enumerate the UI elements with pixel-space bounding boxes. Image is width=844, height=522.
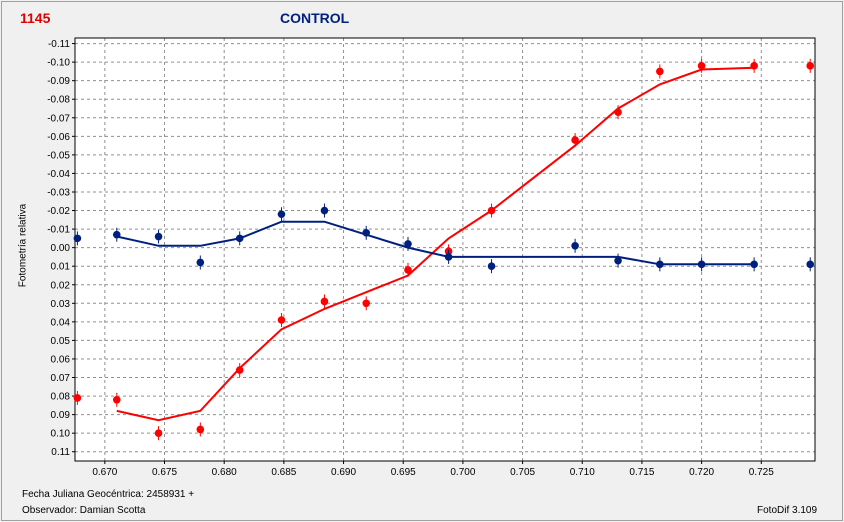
y-tick-label: -0.10: [47, 58, 70, 69]
blue-data-point: [487, 262, 496, 270]
blue-data-point: [404, 240, 412, 248]
blue-data-point: [750, 260, 758, 269]
x-tick-label: 0.670: [92, 467, 117, 478]
x-tick-label: 0.725: [749, 467, 774, 478]
red-data-point: [196, 425, 205, 434]
red-data-point: [320, 297, 329, 306]
blue-data-point: [235, 234, 244, 243]
x-tick-label: 0.675: [152, 467, 177, 478]
observer-label: Observador: Damian Scotta: [22, 505, 146, 516]
julian-date-label: Fecha Juliana Geocéntrica: 2458931 +: [22, 489, 195, 500]
x-tick-label: 0.680: [212, 467, 237, 478]
y-tick-label: 0.05: [51, 336, 71, 347]
y-tick-label: 0.07: [51, 373, 71, 384]
blue-data-point: [697, 260, 706, 269]
x-tick-label: 0.690: [331, 467, 356, 478]
blue-data-point: [112, 230, 121, 239]
blue-data-point: [73, 234, 82, 243]
y-tick-label: 0.11: [51, 447, 70, 458]
x-tick-label: 0.710: [570, 467, 595, 478]
blue-data-point: [806, 260, 815, 269]
x-tick-label: 0.685: [271, 467, 296, 478]
blue-data-point: [614, 256, 622, 265]
red-data-point: [697, 62, 706, 70]
plot-area: [74, 37, 816, 462]
blue-data-point: [362, 229, 371, 237]
y-tick-label: 0.02: [51, 280, 71, 291]
red-data-point: [571, 136, 579, 144]
y-tick-label: 0.06: [51, 354, 71, 365]
red-data-point: [404, 266, 412, 274]
x-tick-label: 0.700: [450, 467, 475, 478]
chart-title: CONTROL: [280, 10, 350, 26]
plot-border: [74, 37, 816, 462]
red-data-point: [750, 62, 758, 70]
red-data-point: [154, 429, 163, 437]
star-id-label: 1145: [20, 10, 51, 26]
red-data-point: [112, 395, 121, 404]
y-tick-label: 0.04: [51, 317, 71, 328]
y-tick-label: 0.08: [51, 392, 71, 403]
y-tick-label: -0.01: [47, 225, 70, 236]
y-tick-label: 0.09: [51, 410, 71, 421]
red-data-point: [73, 394, 82, 402]
y-tick-label: 0.03: [51, 299, 71, 310]
blue-data-point: [196, 258, 205, 267]
x-tick-label: 0.705: [510, 467, 535, 478]
blue-data-point: [154, 232, 163, 241]
red-data-point: [614, 108, 622, 117]
blue-data-point: [656, 260, 664, 269]
blue-data-point: [571, 241, 579, 250]
y-axis-label: Fotometría relativa: [17, 203, 29, 288]
red-data-point: [656, 67, 664, 76]
y-tick-label: 0.00: [51, 243, 71, 254]
x-tick-label: 0.695: [391, 467, 416, 478]
y-tick-label: 0.01: [51, 262, 71, 273]
y-tick-label: -0.02: [47, 206, 70, 217]
red-data-point: [277, 316, 286, 324]
red-data-point: [235, 366, 244, 374]
blue-data-point: [444, 253, 453, 261]
blue-data-point: [277, 210, 286, 219]
y-tick-label: -0.07: [47, 113, 70, 124]
y-tick-label: -0.06: [47, 132, 70, 143]
y-tick-label: -0.08: [47, 95, 70, 106]
red-data-point: [362, 299, 371, 308]
blue-data-point: [320, 206, 329, 215]
software-label: FotoDif 3.109: [757, 505, 818, 516]
y-tick-label: -0.09: [47, 76, 70, 87]
y-tick-label: -0.05: [47, 150, 70, 161]
y-tick-label: 0.10: [51, 429, 71, 440]
red-data-point: [806, 62, 815, 70]
y-tick-label: -0.11: [48, 39, 70, 50]
x-tick-label: 0.720: [689, 467, 714, 478]
y-tick-label: -0.03: [47, 187, 70, 198]
y-tick-label: -0.04: [47, 169, 70, 180]
x-tick-label: 0.715: [629, 467, 654, 478]
red-data-point: [487, 206, 496, 215]
